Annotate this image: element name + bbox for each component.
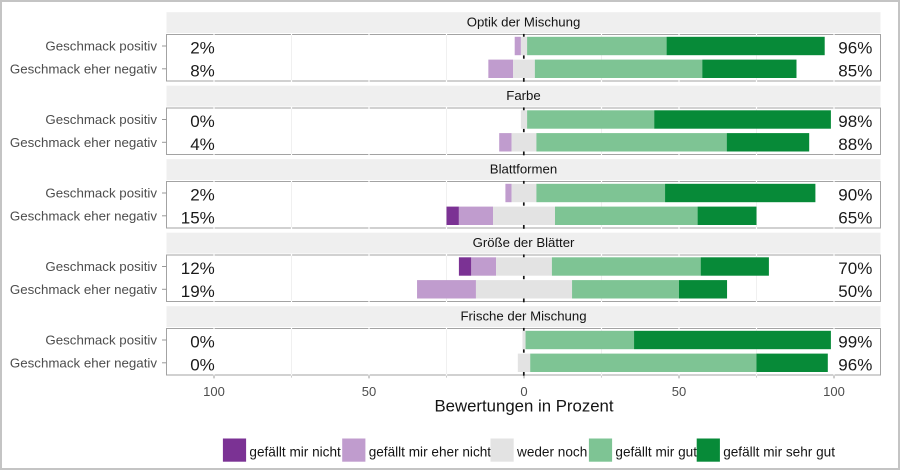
svg-text:12%: 12% [181,259,215,278]
svg-text:Geschmack positiv: Geschmack positiv [45,333,157,348]
svg-text:Optik der Mischung: Optik der Mischung [467,14,581,29]
svg-text:0%: 0% [190,333,215,352]
svg-text:Frische der Mischung: Frische der Mischung [460,308,586,323]
svg-text:0%: 0% [190,355,215,374]
svg-text:Bewertungen in Prozent: Bewertungen in Prozent [434,397,613,416]
svg-text:2%: 2% [190,186,215,205]
svg-text:Geschmack positiv: Geschmack positiv [45,259,157,274]
svg-text:Größe der Blätter: Größe der Blätter [473,235,575,250]
svg-text:gefällt mir gut: gefällt mir gut [615,445,697,460]
svg-text:19%: 19% [181,282,215,301]
svg-text:96%: 96% [838,355,872,374]
svg-text:Geschmack positiv: Geschmack positiv [45,186,157,201]
svg-text:4%: 4% [190,135,215,154]
svg-text:Geschmack eher negativ: Geschmack eher negativ [10,356,157,371]
svg-text:gefällt mir sehr gut: gefällt mir sehr gut [723,445,835,460]
svg-text:65%: 65% [838,208,872,227]
svg-text:8%: 8% [190,61,215,80]
svg-text:85%: 85% [838,61,872,80]
svg-text:88%: 88% [838,135,872,154]
svg-text:weder noch: weder noch [516,445,587,460]
svg-text:50: 50 [672,384,686,399]
svg-text:50: 50 [362,384,376,399]
svg-text:90%: 90% [838,186,872,205]
svg-text:0%: 0% [190,112,215,131]
svg-text:96%: 96% [838,39,872,58]
svg-text:100: 100 [203,384,225,399]
svg-text:Geschmack eher negativ: Geschmack eher negativ [10,282,157,297]
svg-text:99%: 99% [838,333,872,352]
svg-text:50%: 50% [838,282,872,301]
svg-text:70%: 70% [838,259,872,278]
svg-text:Geschmack eher negativ: Geschmack eher negativ [10,135,157,150]
svg-text:gefällt mir nicht: gefällt mir nicht [249,445,341,460]
svg-text:2%: 2% [190,39,215,58]
svg-text:100: 100 [823,384,845,399]
svg-text:98%: 98% [838,112,872,131]
svg-text:Farbe: Farbe [506,88,540,103]
svg-text:Geschmack positiv: Geschmack positiv [45,112,157,127]
svg-text:0: 0 [520,384,527,399]
svg-text:15%: 15% [181,208,215,227]
svg-text:Geschmack eher negativ: Geschmack eher negativ [10,209,157,224]
svg-text:Geschmack positiv: Geschmack positiv [45,39,157,54]
svg-text:Blattformen: Blattformen [490,161,557,176]
svg-text:Geschmack eher negativ: Geschmack eher negativ [10,62,157,77]
svg-text:gefällt mir eher nicht: gefällt mir eher nicht [369,445,492,460]
